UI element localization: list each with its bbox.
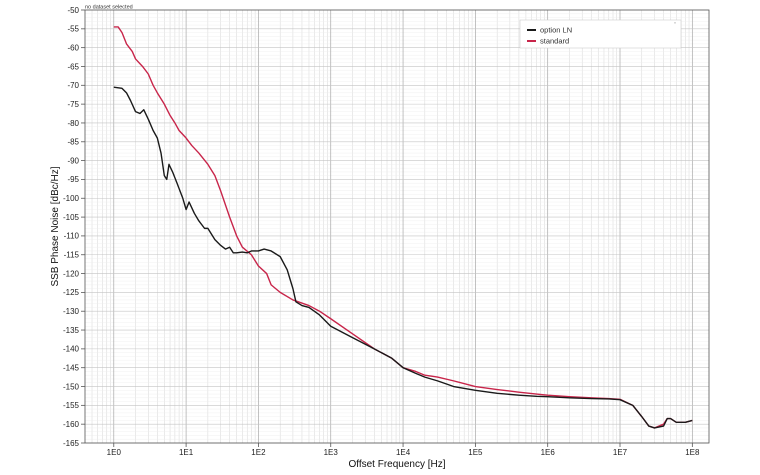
y-tick-label: -55 [67, 25, 79, 34]
y-tick-label: -135 [63, 326, 80, 335]
y-tick-label: -85 [67, 138, 79, 147]
y-tick-label: -100 [63, 194, 80, 203]
y-axis-ticks: -50 -55 -60 -65 -70 -75 -80 -85 -90 -95 -100 -105 -1… [63, 6, 85, 448]
x-axis-ticks: 1E0 1E1 1E2 1E3 1E4 1E5 1E6 1E7 1E8 [107, 443, 700, 457]
x-tick-label: 1E1 [179, 448, 194, 457]
legend-label: standard [540, 37, 569, 46]
x-tick-label: 1E2 [251, 448, 266, 457]
y-tick-label: -70 [67, 81, 79, 90]
y-tick-label: -75 [67, 100, 79, 109]
y-tick-label: -150 [63, 382, 80, 391]
plot-border [84, 9, 710, 444]
status-text: no dataset selected [85, 5, 133, 11]
y-tick-label: -50 [67, 6, 79, 15]
legend-box [519, 19, 682, 49]
major-grid [85, 9, 709, 444]
x-axis-label: Offset Frequency [Hz] [348, 459, 445, 470]
plot-area[interactable] [85, 10, 709, 443]
y-tick-label: -60 [67, 43, 79, 52]
y-tick-label: -140 [63, 345, 80, 354]
y-tick-label: -130 [63, 307, 80, 316]
legend-menu-icon[interactable]: ˄ [674, 22, 677, 29]
y-tick-label: -95 [67, 175, 79, 184]
y-tick-label: -145 [63, 364, 80, 373]
y-tick-label: -155 [63, 401, 80, 410]
legend[interactable]: ˄ option LN standard [519, 19, 682, 49]
series-group [113, 26, 693, 429]
y-tick-label: -125 [63, 288, 80, 297]
y-tick-label: -165 [63, 439, 80, 448]
series-line-option-ln [113, 86, 693, 429]
y-tick-label: -65 [67, 62, 79, 71]
x-tick-label: 1E7 [613, 448, 628, 457]
x-tick-label: 1E5 [468, 448, 483, 457]
y-tick-label: -120 [63, 269, 80, 278]
x-tick-label: 1E3 [324, 448, 339, 457]
y-tick-label: -90 [67, 156, 79, 165]
y-tick-label: -105 [63, 213, 80, 222]
minor-grid [85, 10, 709, 443]
x-tick-label: 1E8 [685, 448, 700, 457]
y-axis-label: SSB Phase Noise [dBc/Hz] [50, 166, 61, 286]
y-tick-label: -110 [64, 232, 80, 241]
x-tick-label: 1E4 [396, 448, 411, 457]
x-tick-label: 1E0 [107, 448, 122, 457]
x-tick-label: 1E6 [541, 448, 556, 457]
legend-label: option LN [540, 26, 572, 35]
y-tick-label: -115 [64, 251, 80, 260]
y-tick-label: -80 [67, 119, 79, 128]
y-tick-label: -160 [63, 420, 80, 429]
